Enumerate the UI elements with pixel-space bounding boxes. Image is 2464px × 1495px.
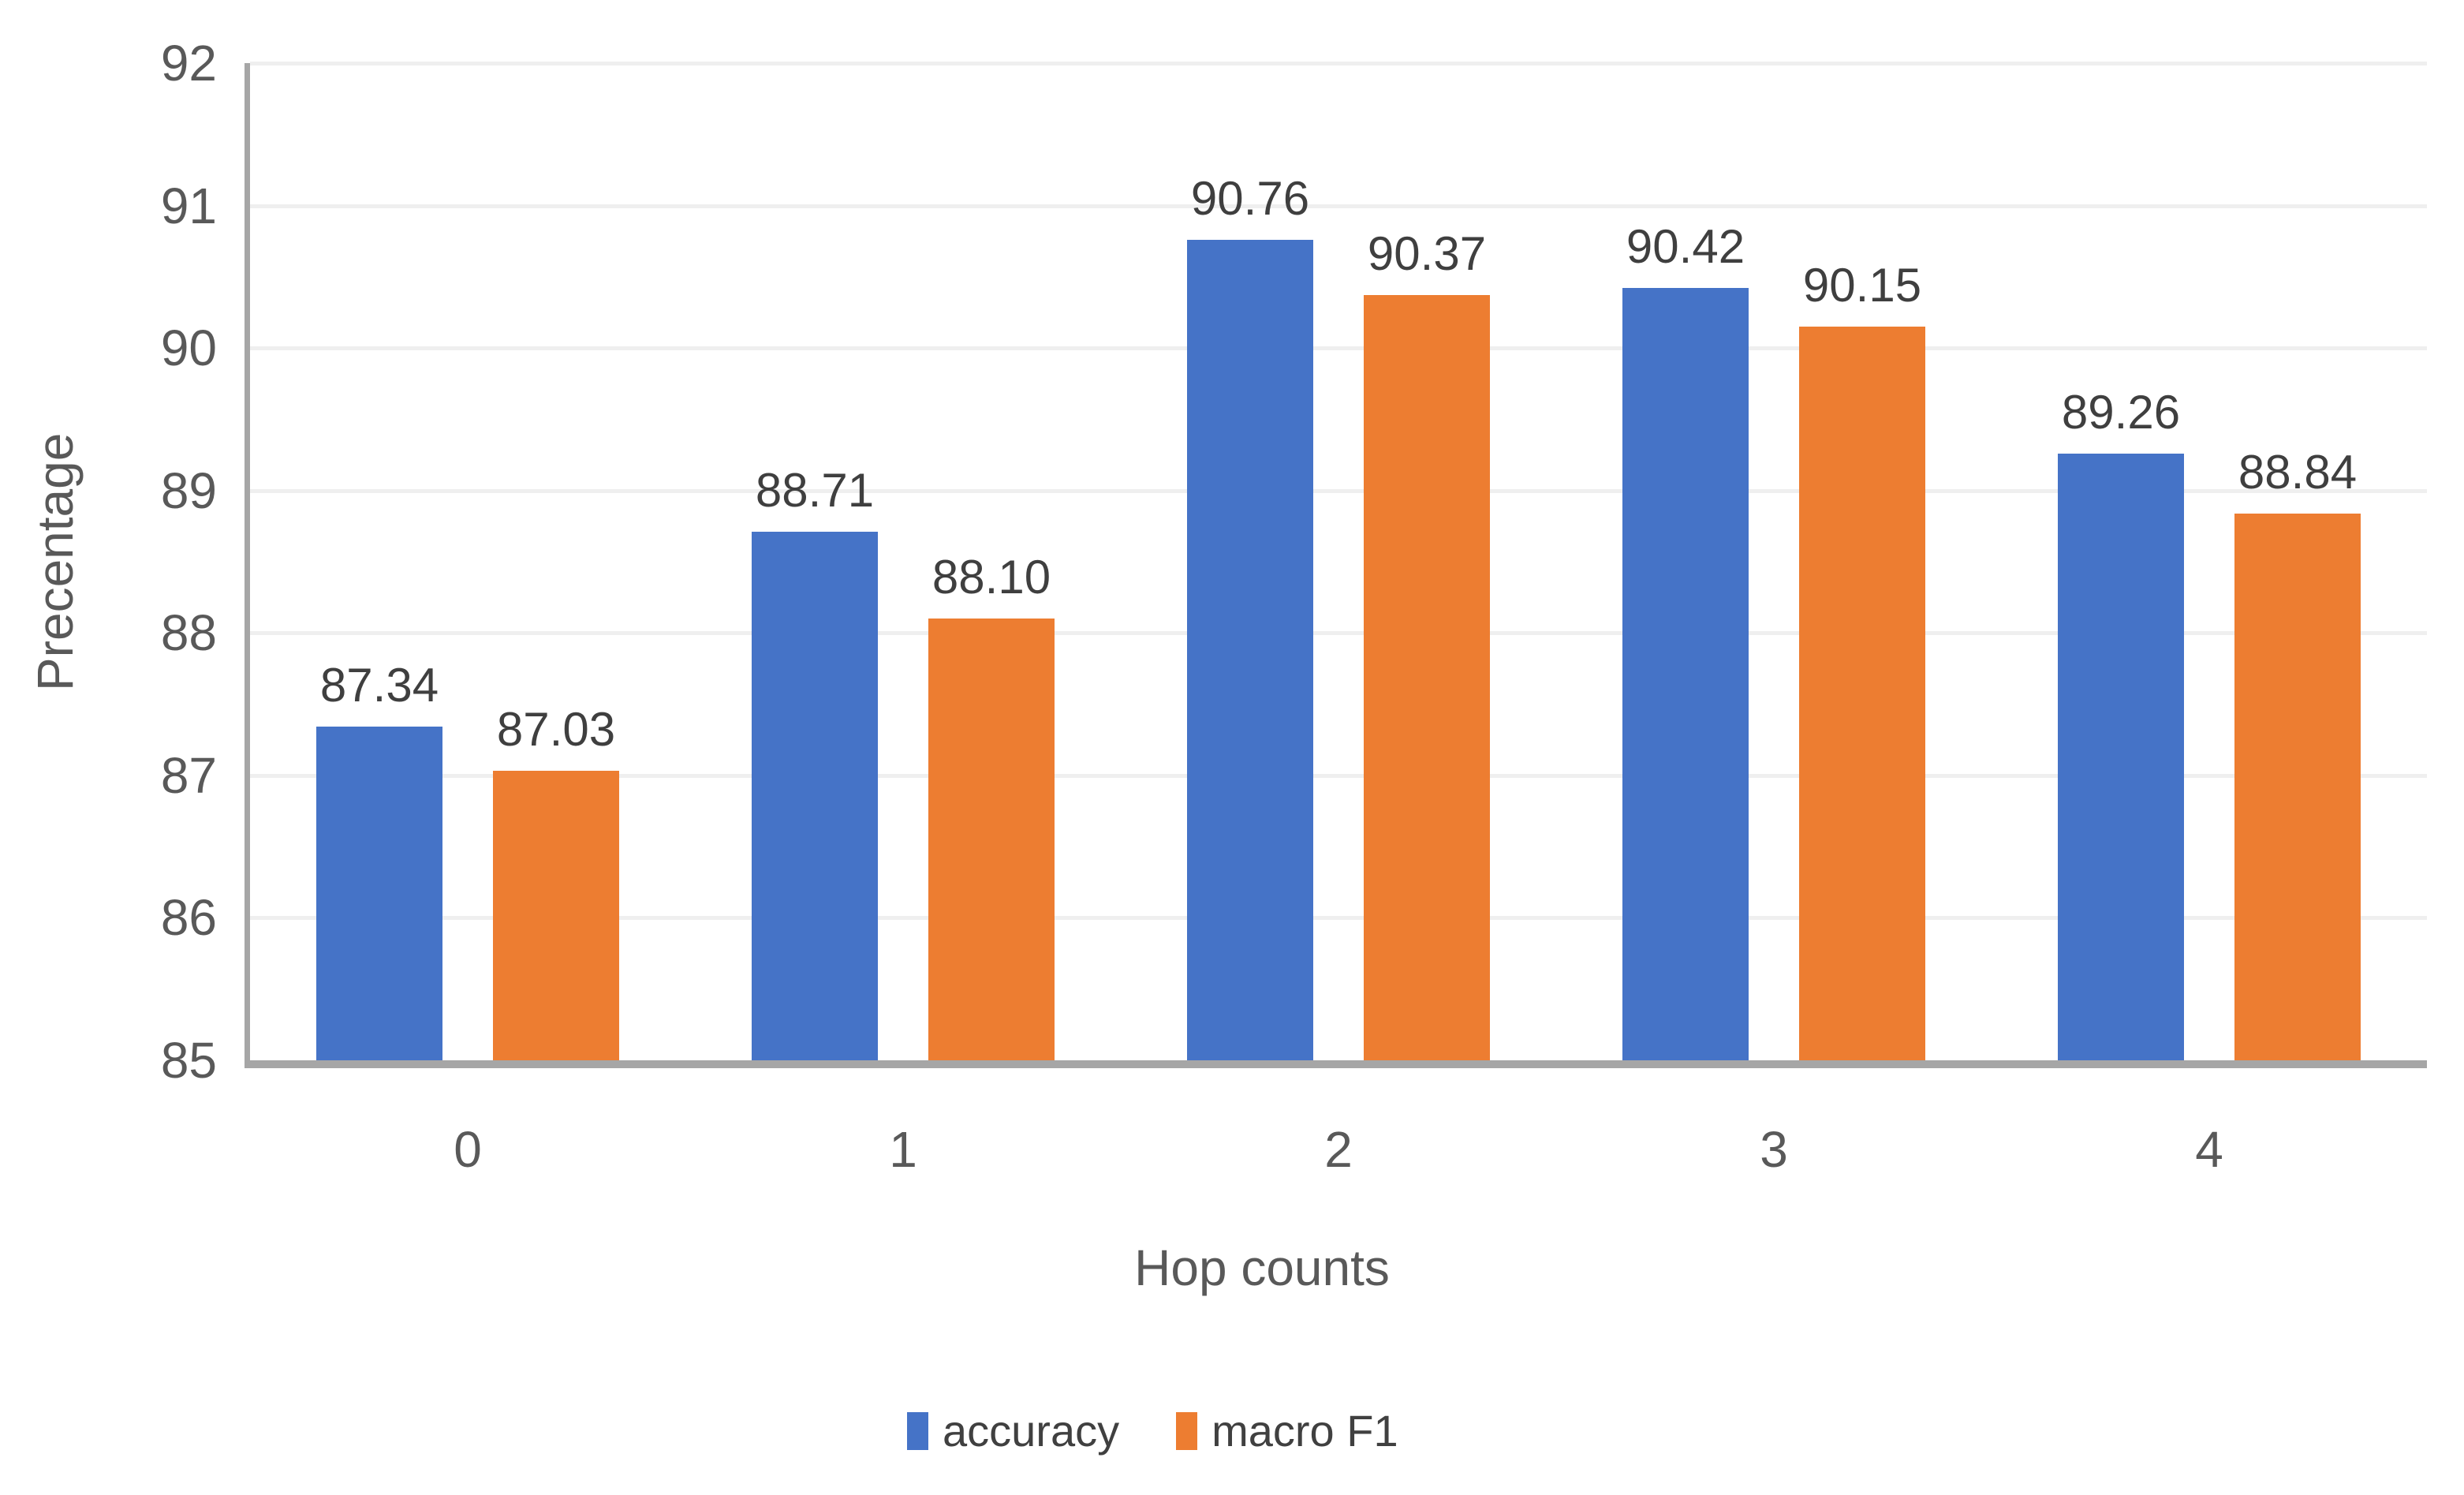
value-label-macro-f1-3: 90.15 [1802,259,1922,312]
gridline-88 [250,631,2427,636]
y-tick-label-87: 87 [160,746,217,804]
x-tick-label-3: 3 [1760,1121,1788,1178]
bar-macro-f1-4 [2234,513,2361,1060]
legend: accuracy macro F1 [907,1409,1398,1453]
x-tick-label-4: 4 [2195,1121,2223,1178]
bar-macro-f1-0 [493,771,619,1060]
y-tick-label-90: 90 [160,320,217,377]
legend-label-accuracy: accuracy [943,1406,1120,1456]
x-tick-label-0: 0 [454,1121,482,1178]
bar-accuracy-2 [1187,239,1313,1060]
gridline-86 [250,916,2427,921]
value-label-accuracy-3: 90.42 [1626,220,1745,274]
x-axis-title: Hop counts [1134,1239,1390,1296]
value-label-accuracy-1: 88.71 [755,464,875,518]
x-tick-label-1: 1 [889,1121,917,1178]
y-tick-label-91: 91 [160,177,217,234]
value-label-accuracy-0: 87.34 [319,659,439,712]
gridline-90 [250,346,2427,351]
legend-label-macro-f1: macro F1 [1211,1406,1398,1456]
value-label-macro-f1-2: 90.37 [1367,227,1487,281]
value-label-macro-f1-0: 87.03 [496,703,616,757]
gridline-89 [250,488,2427,493]
macro-f1-swatch-icon [1176,1412,1198,1450]
y-tick-label-85: 85 [160,1032,217,1089]
bar-accuracy-3 [1622,288,1749,1060]
bar-macro-f1-1 [928,619,1055,1060]
legend-item-accuracy: accuracy [907,1409,1119,1453]
y-tick-label-89: 89 [160,462,217,519]
y-tick-label-86: 86 [160,889,217,947]
bar-macro-f1-2 [1364,295,1490,1060]
value-label-accuracy-2: 90.76 [1190,171,1310,225]
value-label-macro-f1-4: 88.84 [2238,445,2358,499]
y-tick-label-88: 88 [160,604,217,662]
value-label-macro-f1-1: 88.10 [931,551,1051,604]
bar-accuracy-1 [752,532,878,1060]
accuracy-swatch-icon [907,1412,928,1450]
y-tick-label-92: 92 [160,35,217,92]
y-axis-tick-labels: 92 91 90 89 88 87 86 85 [0,38,217,1086]
bar-accuracy-4 [2058,453,2184,1060]
value-label-accuracy-4: 89.26 [2061,385,2181,439]
plot-area: 87.34 87.03 88.71 88.10 90.76 90.37 90.42 90.15… [245,62,2427,1068]
bar-macro-f1-3 [1799,327,1925,1060]
x-tick-label-2: 2 [1324,1121,1353,1178]
gridline-92 [250,62,2427,65]
gridline-91 [250,204,2427,208]
bar-accuracy-0 [316,727,442,1060]
legend-item-macro-f1: macro F1 [1176,1409,1398,1453]
gridline-87 [250,773,2427,778]
x-axis-tick-labels: 0 1 2 3 4 [250,1124,2427,1195]
